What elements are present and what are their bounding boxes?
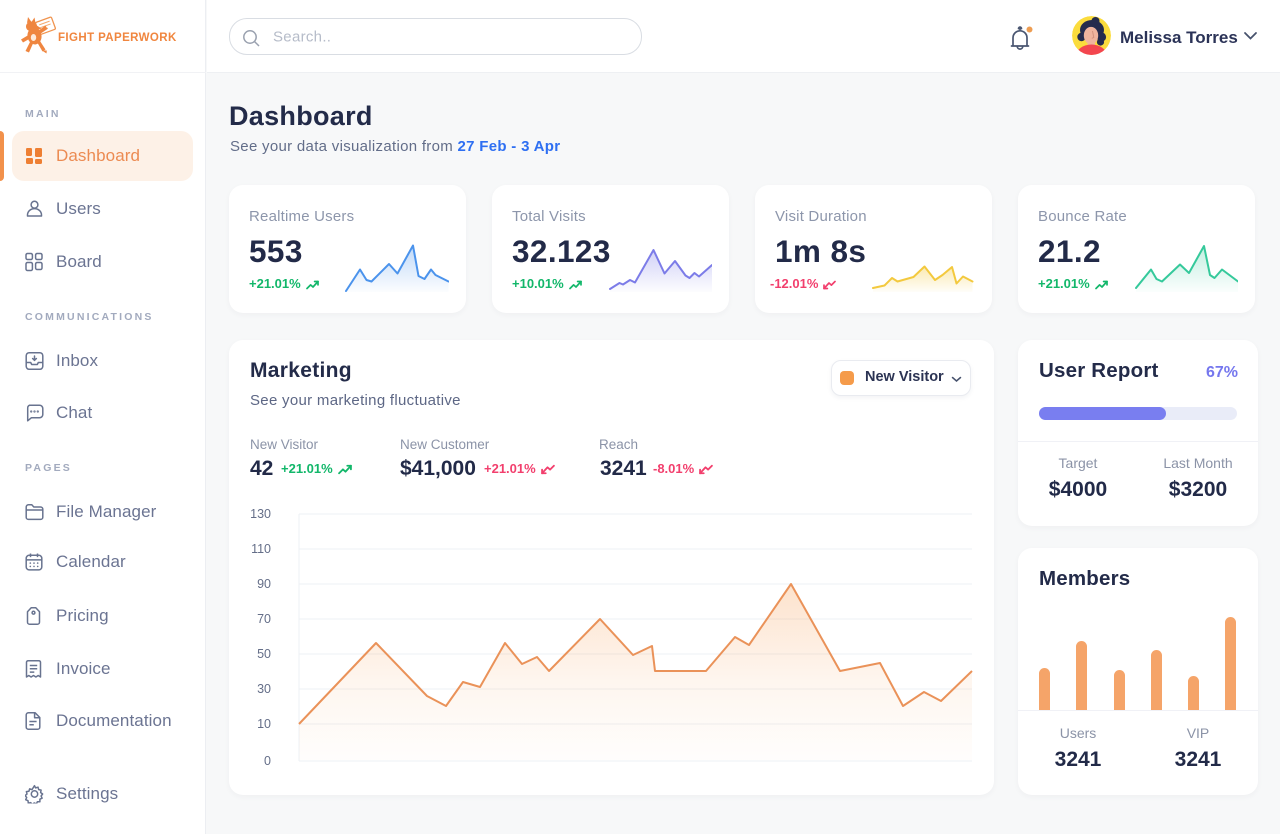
svg-text:90: 90 (257, 577, 271, 591)
svg-text:30: 30 (257, 682, 271, 696)
svg-text:0: 0 (264, 754, 271, 768)
svg-text:50: 50 (257, 647, 271, 661)
svg-text:110: 110 (251, 542, 271, 556)
svg-text:70: 70 (257, 612, 271, 626)
svg-text:10: 10 (257, 717, 271, 731)
svg-text:130: 130 (250, 507, 271, 521)
